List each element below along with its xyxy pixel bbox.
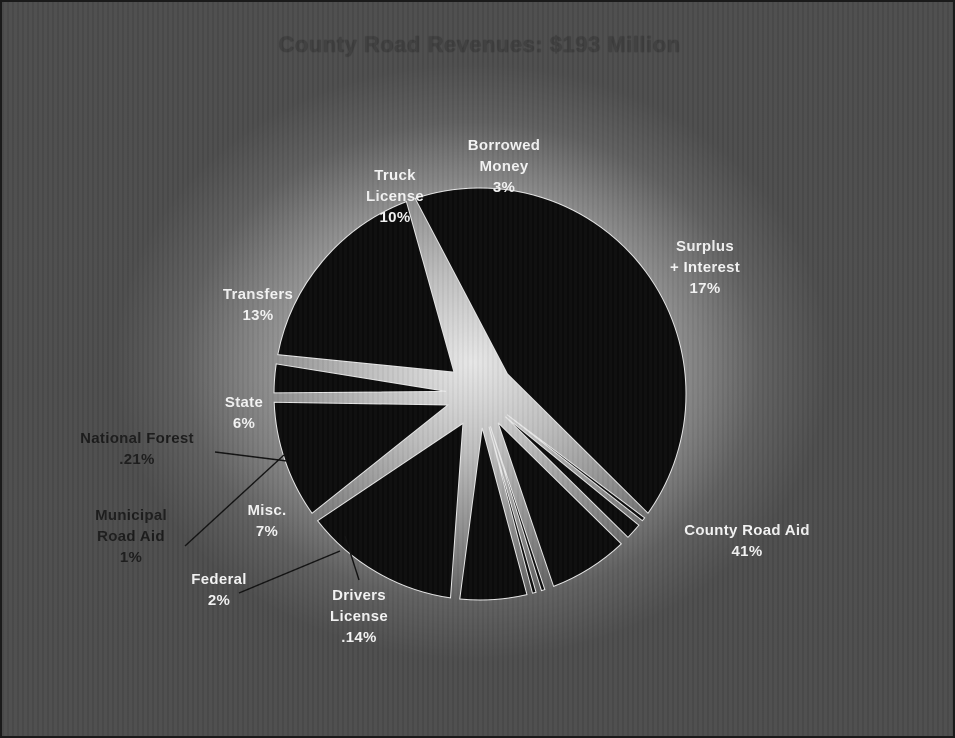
slice-label-transfers: Transfers 13% bbox=[223, 286, 293, 324]
slice-label-line: Transfers bbox=[223, 286, 293, 303]
slice-label-line: 1% bbox=[120, 549, 142, 566]
slice-label-line: .14% bbox=[341, 629, 376, 646]
slice-label-surplus-interest: Surplus + Interest 17% bbox=[670, 238, 740, 297]
slice-label-line: National Forest bbox=[80, 430, 194, 447]
slice-label-line: 10% bbox=[380, 209, 411, 226]
slice-label-line: Borrowed bbox=[468, 137, 540, 154]
slice-label-county-road-aid: County Road Aid 41% bbox=[684, 522, 810, 560]
slice-label-line: 2% bbox=[208, 592, 230, 609]
pie-slice-county-road-aid bbox=[414, 187, 687, 514]
slice-label-truck-license: Truck License 10% bbox=[366, 167, 424, 226]
slice-label-line: .21% bbox=[119, 451, 154, 468]
leader-lines-layer bbox=[184, 451, 360, 594]
chart-title: County Road Revenues: $193 Million bbox=[278, 32, 681, 57]
leader-line-municipal-road-aid bbox=[184, 454, 285, 547]
pie-slice-misc bbox=[497, 422, 623, 588]
slice-label-line: 17% bbox=[690, 280, 721, 297]
pie-slice-transfers bbox=[316, 422, 464, 599]
slice-label-line: Truck bbox=[374, 167, 416, 184]
slice-label-drivers-license: Drivers License .14% bbox=[330, 587, 388, 646]
pie-slice-national-forest bbox=[488, 426, 537, 594]
leader-line-federal bbox=[238, 550, 341, 594]
slice-label-line: Federal bbox=[191, 571, 246, 588]
slice-label-line: 7% bbox=[256, 523, 278, 540]
slice-label-misc: Misc. 7% bbox=[247, 502, 286, 540]
slice-label-line: + Interest bbox=[670, 259, 740, 276]
slice-label-line: Drivers bbox=[332, 587, 386, 604]
slice-label-federal: Federal 2% bbox=[191, 571, 246, 609]
slice-label-line: License bbox=[366, 188, 424, 205]
pie-slice-drivers-license bbox=[506, 414, 646, 522]
slice-label-line: Misc. bbox=[247, 502, 286, 519]
slice-label-line: 3% bbox=[493, 179, 515, 196]
slice-label-state: State 6% bbox=[225, 394, 263, 432]
labels-layer: Borrowed Money 3% Surplus + Interest 17% Count… bbox=[80, 137, 810, 646]
slice-label-line: Road Aid bbox=[97, 528, 165, 545]
leader-line-drivers-license bbox=[344, 535, 360, 581]
slice-label-line: Money bbox=[479, 158, 528, 175]
slice-label-line: Surplus bbox=[676, 238, 734, 255]
slice-label-line: License bbox=[330, 608, 388, 625]
pie-slice-surplus-interest bbox=[277, 200, 455, 373]
slice-label-national-forest: National Forest .21% bbox=[80, 430, 194, 468]
slice-label-line: 6% bbox=[233, 415, 255, 432]
slice-label-borrowed-money: Borrowed Money 3% bbox=[468, 137, 540, 196]
slice-label-line: 41% bbox=[732, 543, 763, 560]
slice-label-line: 13% bbox=[243, 307, 274, 324]
slice-label-line: County Road Aid bbox=[684, 522, 810, 539]
slice-label-municipal-road-aid: Municipal Road Aid 1% bbox=[95, 507, 167, 566]
pie-slice-federal bbox=[504, 416, 640, 539]
pie-slice-state bbox=[459, 427, 528, 601]
pie-slice-borrowed-money bbox=[273, 363, 447, 394]
slices-layer bbox=[273, 187, 687, 601]
leader-line-national-forest bbox=[214, 451, 288, 462]
slice-label-line: State bbox=[225, 394, 263, 411]
pie-slice-municipal-road-aid bbox=[489, 426, 546, 592]
slice-label-line: Municipal bbox=[95, 507, 167, 524]
